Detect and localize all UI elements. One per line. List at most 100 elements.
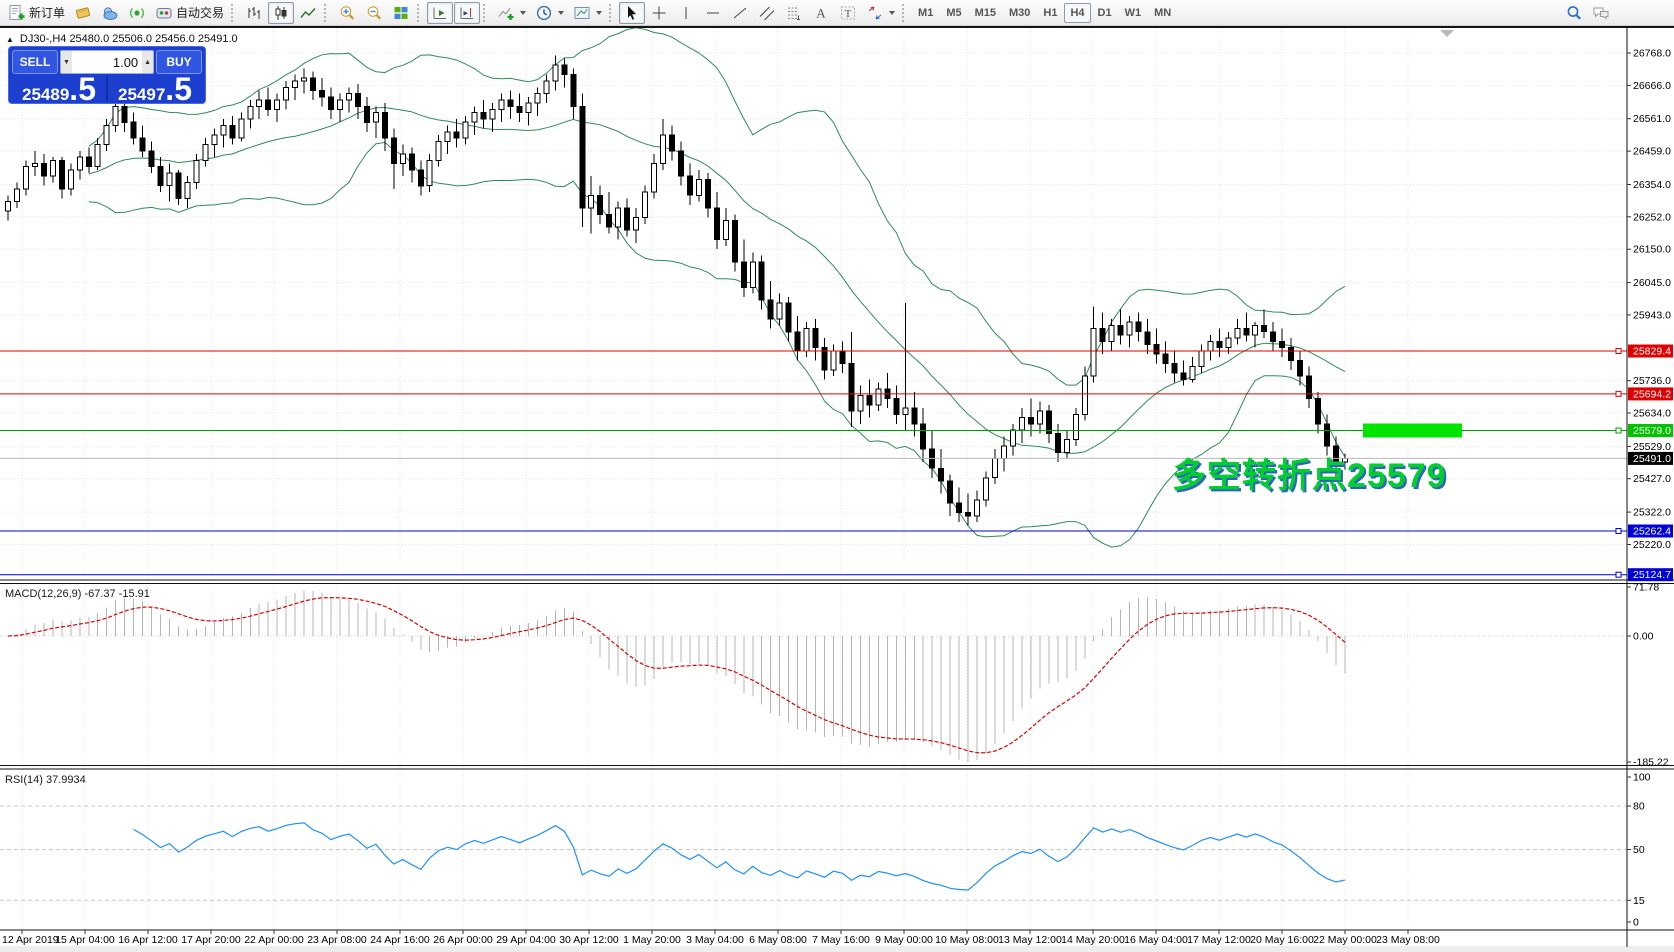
sell-button[interactable]: SELL: [12, 50, 58, 74]
chart-shift-button[interactable]: [454, 1, 481, 24]
timeframe-m5-button[interactable]: M5: [940, 3, 967, 23]
zoom-out-button[interactable]: [361, 2, 387, 24]
text-tool-button[interactable]: A: [808, 2, 834, 24]
line-chart-button[interactable]: [295, 2, 321, 24]
auto-scroll-button[interactable]: [427, 1, 454, 24]
time-axis-label: 16 Apr 12:00: [118, 934, 178, 946]
dropdown-caret-icon: [558, 10, 565, 15]
sell-price[interactable]: 25489 .5: [12, 73, 106, 105]
indicators-icon: [498, 7, 514, 20]
zoom-in-button[interactable]: [334, 2, 360, 24]
horizontal-line-icon: [707, 12, 720, 13]
candlestick-chart-button[interactable]: [268, 1, 295, 24]
trendline-tool-button[interactable]: [727, 2, 753, 24]
macd-signal-line[interactable]: [7, 596, 1346, 754]
svg-text:0: 0: [1633, 917, 1639, 929]
dropdown-caret-icon: [596, 10, 603, 15]
time-axis-label: 16 May 04:00: [1124, 934, 1188, 946]
new-order-label: 新订单: [29, 6, 66, 20]
text-label-tool-button[interactable]: T: [835, 2, 861, 24]
macd-histogram[interactable]: [8, 590, 1346, 762]
search-icon: [1567, 5, 1581, 20]
dropdown-caret-icon: [520, 10, 527, 15]
ohlc-values: DJ30-,H4 25480.0 25506.0 25456.0 25491.0: [19, 33, 238, 45]
one-click-trade-panel: SELL ▼ ▲ BUY 25489 .5 25497 .5: [8, 46, 206, 105]
toolbar-gripper: [324, 3, 331, 22]
chart-annotation-text[interactable]: 多空转折点25579: [1172, 457, 1447, 495]
chart-canvas[interactable]: 26768.0 26666.0 26561.0 26459.0 26354.0 26252…: [0, 28, 1674, 952]
equidistant-channel-tool-button[interactable]: [754, 2, 780, 24]
tile-windows-button[interactable]: [388, 2, 414, 24]
publisher-button[interactable]: [97, 2, 123, 24]
tile-windows-icon: [394, 6, 408, 19]
highlight-rectangle-object[interactable]: [1363, 423, 1462, 438]
templates-button[interactable]: [569, 2, 606, 24]
arrow-tools-icon: [868, 6, 882, 19]
chart-shift-marker[interactable]: [1440, 30, 1454, 37]
volume-decrease-button[interactable]: ▼: [61, 51, 72, 73]
timeframe-h4-button[interactable]: H4: [1064, 2, 1091, 23]
autotrading-label: 自动交易: [176, 6, 225, 20]
chart-shift-icon: [460, 7, 474, 19]
time-axis-label: 26 Apr 00:00: [433, 934, 493, 946]
toolbar-gripper: [609, 3, 616, 22]
price-axis[interactable]: 26768.0 26666.0 26561.0 26459.0 26354.0 26252…: [1627, 48, 1673, 929]
text-label-icon: T: [841, 6, 856, 20]
periods-button[interactable]: [531, 2, 568, 24]
grid[interactable]: [0, 28, 1627, 930]
indicators-button[interactable]: [493, 2, 530, 24]
svg-text:26561.0: 26561.0: [1633, 113, 1671, 125]
trade-panel-collapse-icon[interactable]: ▲: [6, 34, 14, 44]
search-button[interactable]: [1561, 2, 1587, 24]
svg-text:80: 80: [1633, 801, 1645, 813]
metaeditor-button[interactable]: [70, 2, 96, 24]
volume-increase-button[interactable]: ▲: [142, 51, 153, 73]
volume-control: ▼ ▲: [60, 50, 154, 74]
fibonacci-tool-button[interactable]: [781, 2, 807, 24]
community-chat-button[interactable]: [1588, 2, 1614, 24]
timeframe-mn-button[interactable]: MN: [1148, 3, 1177, 23]
volume-input[interactable]: [71, 51, 143, 73]
svg-text:25322.0: 25322.0: [1633, 507, 1671, 519]
time-axis-label: 30 Apr 12:00: [559, 934, 619, 946]
cursor-tool-button[interactable]: [619, 1, 646, 24]
bar-chart-button[interactable]: [241, 2, 267, 24]
svg-text:25736.0: 25736.0: [1633, 375, 1671, 387]
buy-button[interactable]: BUY: [156, 50, 202, 74]
buy-price[interactable]: 25497 .5: [108, 73, 202, 105]
time-axis-label: 23 May 08:00: [1376, 934, 1440, 946]
autotrading-button[interactable]: 自动交易: [151, 2, 228, 24]
bollinger-bands[interactable]: [88, 28, 1346, 548]
time-axis-label: 29 Apr 04:00: [496, 934, 556, 946]
svg-text:25943.0: 25943.0: [1633, 309, 1671, 321]
crosshair-tool-button[interactable]: [646, 2, 672, 24]
timeframe-m30-button[interactable]: M30: [1003, 3, 1036, 23]
cursor-icon: [628, 5, 637, 20]
svg-text:15: 15: [1633, 895, 1645, 907]
horizontal-line-tool-button[interactable]: [700, 2, 726, 24]
svg-text:25829.4: 25829.4: [1633, 346, 1671, 358]
vertical-line-tool-button[interactable]: [673, 2, 699, 24]
horizontal-line-objects[interactable]: [0, 348, 1627, 578]
time-axis-label: 10 May 08:00: [935, 934, 999, 946]
timeframe-h1-button[interactable]: H1: [1037, 3, 1063, 23]
auto-scroll-icon: [433, 7, 447, 19]
candlesticks[interactable]: [5, 55, 1348, 526]
timeframe-m1-button[interactable]: M1: [912, 3, 939, 23]
new-order-button[interactable]: 新订单: [4, 2, 69, 24]
rsi-line[interactable]: [133, 822, 1346, 891]
toolbar-gripper: [231, 3, 238, 22]
svg-text:25262.4: 25262.4: [1633, 526, 1671, 538]
timeframe-w1-button[interactable]: W1: [1119, 3, 1148, 23]
svg-text:26354.0: 26354.0: [1633, 179, 1671, 191]
signals-button[interactable]: [124, 2, 150, 24]
arrow-tools-button[interactable]: [862, 2, 899, 24]
svg-text:T: T: [845, 8, 852, 20]
timeframe-d1-button[interactable]: D1: [1092, 3, 1118, 23]
pane-separators[interactable]: [0, 28, 1674, 947]
svg-text:25694.2: 25694.2: [1633, 388, 1671, 400]
timeframe-m15-button[interactable]: M15: [969, 3, 1002, 23]
svg-text:25427.0: 25427.0: [1633, 473, 1671, 485]
time-axis-label: 9 May 00:00: [875, 934, 933, 946]
